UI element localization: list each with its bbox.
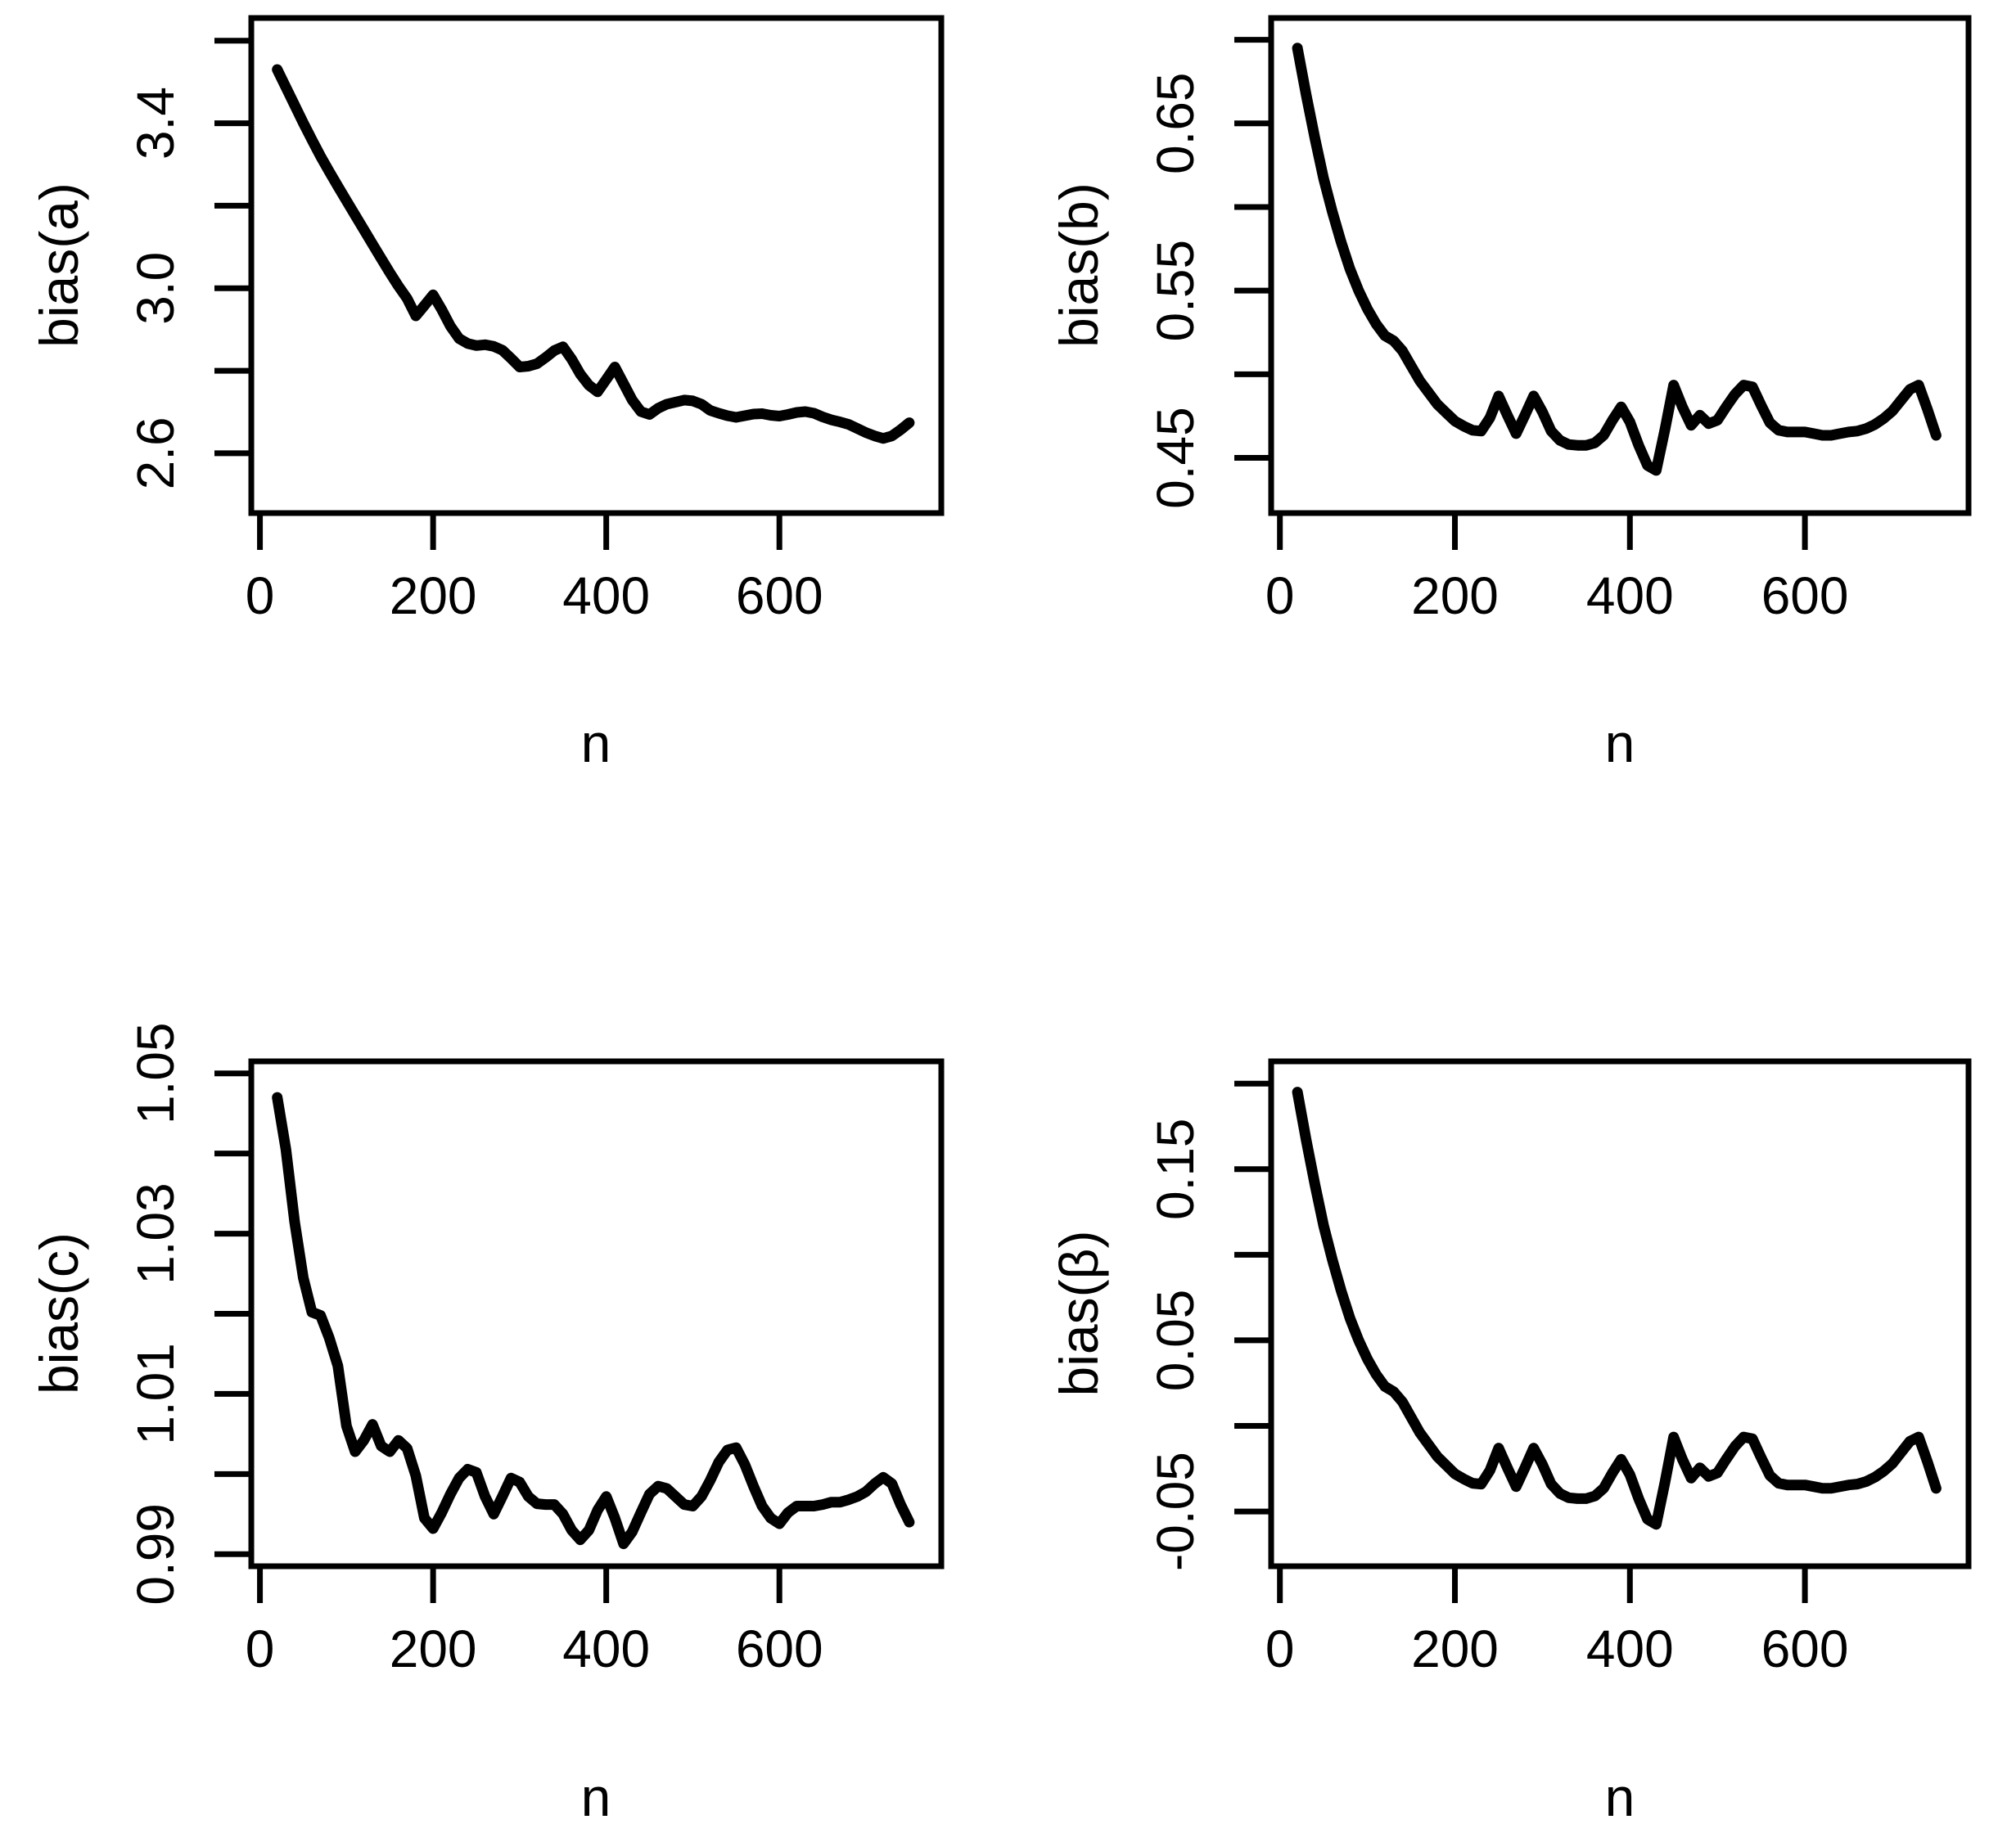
y-axis-title-bias-beta: bias(β) (1049, 1230, 1109, 1397)
x-tick-label: 0 (246, 566, 275, 625)
y-tick-label: 2.6 (126, 417, 185, 489)
x-tick-label: 400 (1586, 1619, 1674, 1678)
x-tick-label: 0 (1265, 566, 1295, 625)
plot-box (248, 1058, 945, 1570)
x-tick-label: 200 (390, 566, 477, 625)
panel-bias-b: 0 200 400 600 0.45 0.55 0.65 (1146, 15, 1972, 625)
x-tick-label: 200 (1411, 566, 1499, 625)
y-axis-title-bias-a: bias(a) (29, 182, 89, 348)
plot-box (1268, 1058, 1972, 1570)
panel-bias-c: 0 200 400 600 0.99 1.01 1.03 1.05 (126, 1022, 945, 1678)
x-tick-label: 600 (736, 1619, 823, 1678)
x-axis-title-bias-c: n (580, 1767, 611, 1827)
panel-bias-beta: 0 200 400 600 -0.05 0.05 0.15 (1146, 1058, 1972, 1678)
x-tick-label: 400 (562, 566, 650, 625)
x-axis-title-bias-a: n (580, 713, 611, 773)
y-tick-label: 0.65 (1146, 72, 1205, 174)
y-tick-label: 1.03 (126, 1182, 185, 1285)
x-tick-label: 0 (1265, 1619, 1295, 1678)
plot-box (1268, 15, 1972, 516)
x-axis-title-bias-beta: n (1604, 1767, 1635, 1827)
x-tick-label: 600 (1761, 1619, 1849, 1678)
x-tick-label: 400 (562, 1619, 650, 1678)
y-tick-label: 0.55 (1146, 240, 1205, 342)
panel-bias-a: 0 200 400 600 2.6 3.0 3.4 (126, 15, 945, 625)
x-tick-label: 600 (1761, 566, 1849, 625)
x-tick-label: 400 (1586, 566, 1674, 625)
y-tick-label: 3.4 (126, 87, 185, 160)
plot-box (248, 15, 945, 516)
y-axis-title-bias-b: bias(b) (1049, 182, 1109, 348)
series-line-bias-a (272, 64, 915, 444)
y-tick-label: -0.05 (1146, 1452, 1205, 1571)
y-tick-label: 3.0 (126, 252, 185, 325)
y-axis-title-bias-c: bias(c) (29, 1232, 89, 1395)
y-tick-label: 1.01 (126, 1343, 185, 1445)
series-line-bias-b (1292, 43, 1942, 476)
y-tick-label: 0.99 (126, 1503, 185, 1606)
x-tick-label: 600 (736, 566, 823, 625)
y-tick-label: 0.15 (1146, 1118, 1205, 1220)
y-tick-label: 1.05 (126, 1022, 185, 1124)
x-tick-label: 200 (1411, 1619, 1499, 1678)
series-line-bias-beta (1292, 1087, 1942, 1530)
x-tick-label: 0 (246, 1619, 275, 1678)
x-tick-label: 200 (390, 1619, 477, 1678)
series-line-bias-c (272, 1092, 915, 1550)
y-tick-label: 0.45 (1146, 407, 1205, 509)
x-axis-title-bias-b: n (1604, 713, 1635, 773)
y-tick-label: 0.05 (1146, 1290, 1205, 1392)
